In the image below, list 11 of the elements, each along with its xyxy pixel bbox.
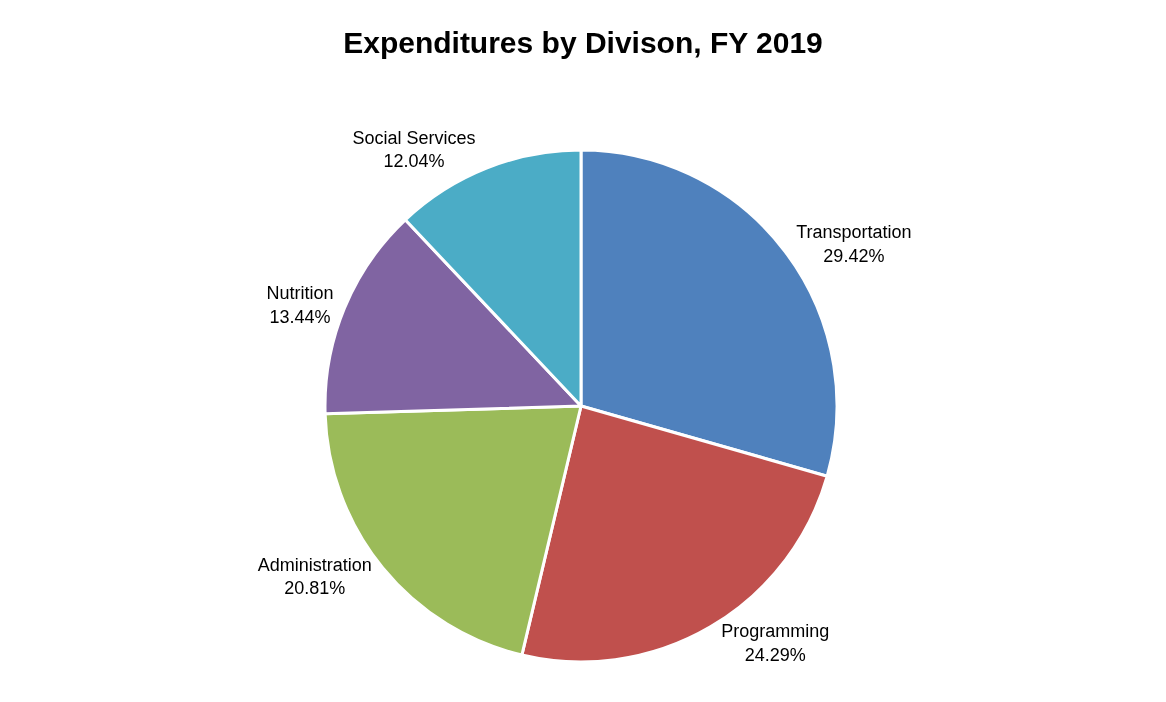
- chart-title: Expenditures by Divison, FY 2019: [343, 25, 823, 59]
- data-label: 24.29%: [744, 644, 806, 665]
- slice-label: Programming: [721, 621, 830, 642]
- slice-label: Social Services: [352, 127, 476, 148]
- slice-label: Administration: [257, 554, 372, 575]
- data-label: 12.04%: [383, 151, 445, 172]
- slice-label: Transportation: [796, 222, 912, 243]
- data-label: 29.42%: [823, 245, 885, 266]
- slice-label: Nutrition: [266, 283, 334, 304]
- data-label: 20.81%: [284, 578, 346, 599]
- data-label: 13.44%: [269, 306, 331, 327]
